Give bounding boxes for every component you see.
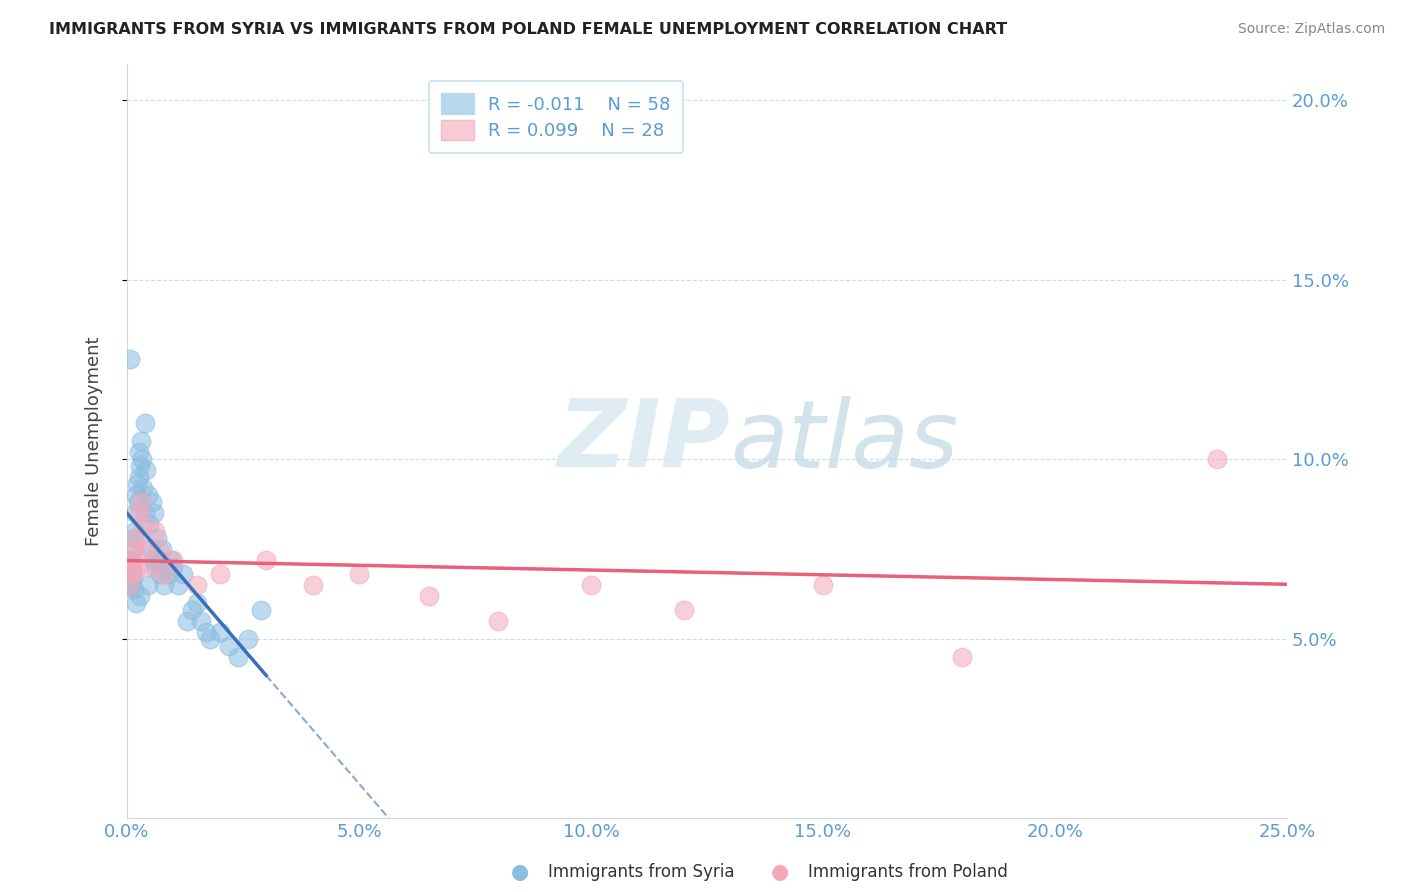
Point — [155, 560, 177, 574]
Point — [226, 649, 249, 664]
Point — [128, 506, 150, 520]
Text: ●: ● — [512, 863, 529, 882]
Text: ZIP: ZIP — [557, 395, 730, 487]
Point — [129, 589, 152, 603]
Point — [134, 506, 156, 520]
Point — [136, 578, 159, 592]
Point — [127, 495, 149, 509]
Text: Source: ZipAtlas.com: Source: ZipAtlas.com — [1237, 22, 1385, 37]
Point — [124, 582, 146, 596]
Point — [128, 470, 150, 484]
Point — [811, 578, 834, 592]
Point — [172, 567, 194, 582]
Point — [186, 596, 208, 610]
Point — [120, 578, 142, 592]
Point — [135, 463, 157, 477]
Point — [672, 603, 695, 617]
Point — [142, 506, 165, 520]
Point — [134, 417, 156, 431]
Point — [486, 614, 509, 628]
Point — [122, 542, 145, 557]
Point — [134, 542, 156, 557]
Point — [118, 578, 141, 592]
Point — [121, 567, 143, 582]
Point — [186, 578, 208, 592]
Point — [347, 567, 370, 582]
Point — [125, 596, 148, 610]
Point — [141, 553, 163, 567]
Point — [208, 624, 231, 639]
Point — [250, 603, 273, 617]
Point — [132, 481, 155, 495]
Point — [118, 351, 141, 366]
Point — [236, 632, 259, 646]
Point — [125, 531, 148, 545]
Text: Immigrants from Syria: Immigrants from Syria — [548, 863, 735, 881]
Point — [418, 589, 440, 603]
Point — [143, 560, 166, 574]
Point — [121, 553, 143, 567]
Point — [120, 567, 142, 582]
Point — [143, 524, 166, 538]
Point — [1206, 452, 1229, 467]
Point — [200, 632, 222, 646]
Point — [120, 560, 142, 574]
Point — [131, 452, 153, 467]
Point — [160, 553, 183, 567]
Point — [129, 459, 152, 474]
Point — [150, 542, 173, 557]
Point — [579, 578, 602, 592]
Point — [190, 614, 212, 628]
Point — [254, 553, 277, 567]
Point — [950, 649, 973, 664]
Point — [139, 560, 162, 574]
Point — [124, 564, 146, 578]
Point — [128, 445, 150, 459]
Point — [138, 516, 160, 531]
Point — [141, 495, 163, 509]
Point — [136, 488, 159, 502]
Point — [139, 542, 162, 557]
Point — [118, 560, 141, 574]
Point — [148, 542, 170, 557]
Point — [129, 495, 152, 509]
Point — [176, 614, 198, 628]
Legend: R = -0.011    N = 58, R = 0.099    N = 28: R = -0.011 N = 58, R = 0.099 N = 28 — [429, 80, 683, 153]
Point — [121, 564, 143, 578]
Point — [118, 578, 141, 592]
Point — [121, 557, 143, 571]
Point — [167, 578, 190, 592]
Point — [162, 553, 184, 567]
Point — [157, 567, 180, 582]
Point — [122, 531, 145, 545]
Y-axis label: Female Unemployment: Female Unemployment — [86, 336, 103, 546]
Point — [124, 524, 146, 538]
Point — [162, 560, 184, 574]
Point — [218, 639, 240, 653]
Point — [153, 567, 176, 582]
Point — [122, 571, 145, 585]
Text: atlas: atlas — [730, 396, 959, 487]
Point — [301, 578, 323, 592]
Point — [149, 567, 172, 582]
Point — [148, 553, 170, 567]
Point — [122, 542, 145, 557]
Text: IMMIGRANTS FROM SYRIA VS IMMIGRANTS FROM POLAND FEMALE UNEMPLOYMENT CORRELATION : IMMIGRANTS FROM SYRIA VS IMMIGRANTS FROM… — [49, 22, 1007, 37]
Text: Immigrants from Poland: Immigrants from Poland — [808, 863, 1008, 881]
Point — [125, 488, 148, 502]
Point — [146, 531, 169, 545]
Point — [129, 434, 152, 449]
Point — [194, 624, 217, 639]
Point — [127, 477, 149, 491]
Text: ●: ● — [772, 863, 789, 882]
Point — [208, 567, 231, 582]
Point — [132, 516, 155, 531]
Point — [120, 553, 142, 567]
Point — [124, 506, 146, 520]
Point — [153, 578, 176, 592]
Point — [180, 603, 202, 617]
